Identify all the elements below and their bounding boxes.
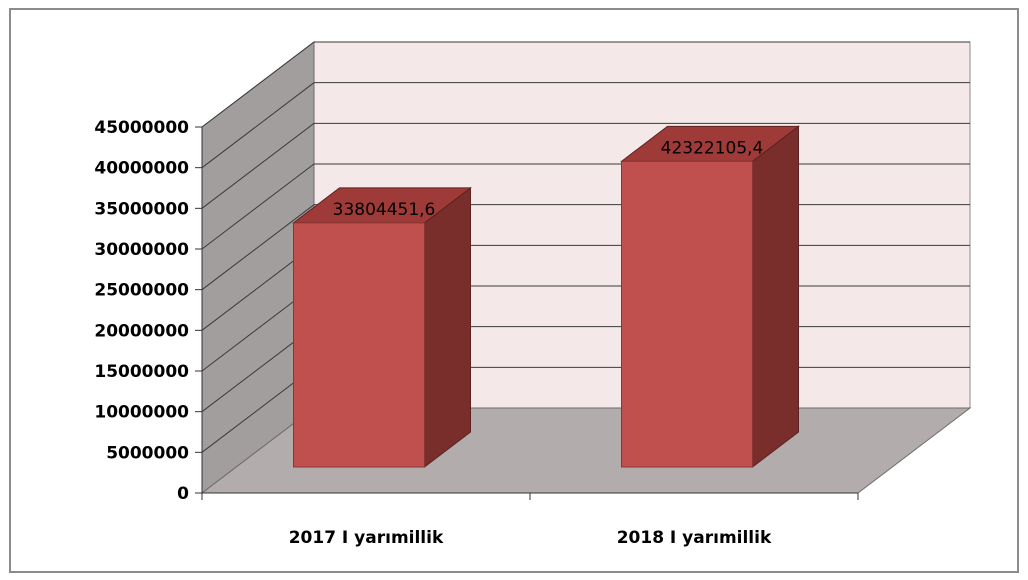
data-label: 33804451,6 bbox=[333, 200, 436, 220]
bar-side bbox=[753, 126, 799, 467]
y-tick-label: 25000000 bbox=[94, 281, 189, 301]
bar bbox=[622, 126, 799, 467]
x-category-label: 2018 I yarımillik bbox=[617, 528, 772, 548]
y-tick-label: 10000000 bbox=[94, 403, 189, 423]
bar bbox=[294, 188, 471, 467]
y-tick-label: 40000000 bbox=[94, 159, 189, 179]
y-tick-label: 15000000 bbox=[94, 362, 189, 382]
y-tick-label: 0 bbox=[177, 484, 189, 504]
y-tick-label: 35000000 bbox=[94, 199, 189, 219]
y-tick-label: 5000000 bbox=[106, 443, 189, 463]
y-tick-label: 45000000 bbox=[94, 118, 189, 138]
bar-side bbox=[425, 188, 471, 467]
data-label: 42322105,4 bbox=[661, 138, 764, 158]
bar-front bbox=[622, 161, 753, 467]
y-tick-label: 20000000 bbox=[94, 321, 189, 341]
y-tick-label: 30000000 bbox=[94, 240, 189, 260]
bar-front bbox=[294, 223, 425, 467]
x-category-label: 2017 I yarımillik bbox=[289, 528, 444, 548]
